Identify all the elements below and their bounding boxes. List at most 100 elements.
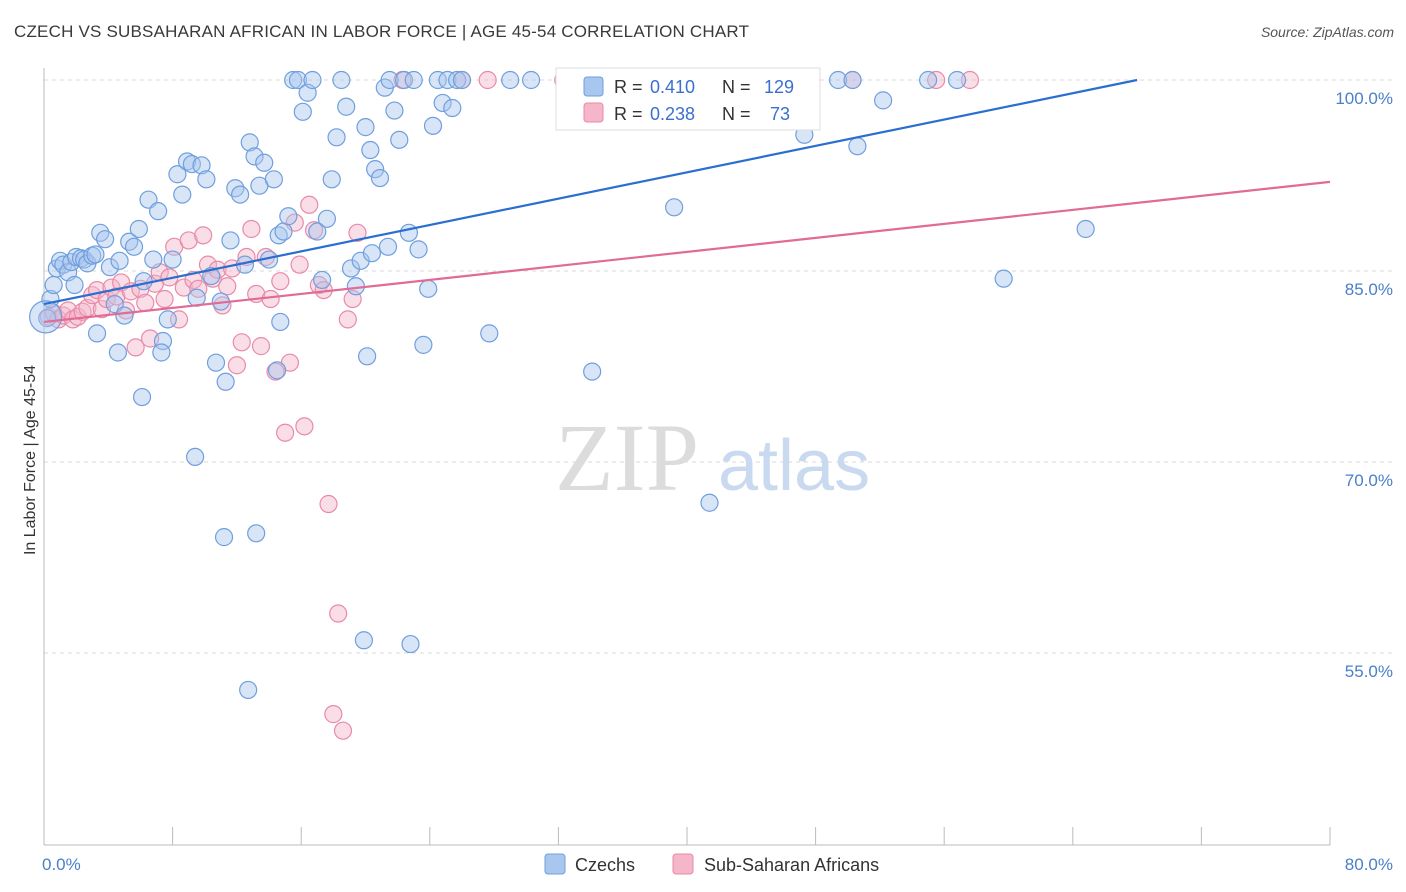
- czech-point: [362, 244, 382, 263]
- czech-point: [848, 137, 867, 156]
- czech-point: [288, 70, 308, 90]
- czech-point: [129, 219, 148, 239]
- czech-point: [994, 269, 1013, 288]
- ssa-point: [290, 255, 309, 274]
- czech-point: [337, 97, 356, 116]
- ssa-point: [319, 494, 338, 514]
- ssa-point: [276, 423, 295, 442]
- czech-point: [414, 335, 433, 354]
- ssa-point: [338, 310, 357, 329]
- czech-point: [152, 343, 171, 362]
- czech-point: [132, 387, 152, 407]
- legend-czech-n-value: 129: [764, 77, 794, 97]
- czech-point: [124, 237, 144, 256]
- watermark: ZIP atlas: [555, 404, 870, 511]
- czech-point: [399, 223, 419, 242]
- czech-point: [443, 98, 462, 118]
- czech-point: [448, 70, 467, 90]
- czech-point: [409, 240, 428, 259]
- ssa-trend-line: [43, 180, 1331, 324]
- czech-point: [110, 251, 129, 270]
- czech-point: [163, 250, 182, 269]
- legend-czech-r-label: R =: [614, 77, 643, 97]
- legend-ssa-n-label: N =: [722, 104, 751, 124]
- czech-point: [370, 168, 390, 188]
- y-axis-title: In Labor Force | Age 45-54: [22, 365, 39, 555]
- czech-point: [115, 306, 134, 325]
- czech-point: [919, 70, 938, 90]
- ssa-point: [333, 721, 353, 740]
- czech-point: [182, 154, 201, 174]
- czech-point: [423, 116, 443, 135]
- czech-point: [332, 70, 351, 90]
- czech-point: [354, 631, 373, 650]
- czech-point: [308, 222, 327, 241]
- ssa-point: [960, 70, 980, 90]
- czech-point: [378, 237, 398, 256]
- czech-point: [100, 258, 120, 277]
- czech-point: [221, 231, 240, 250]
- czech-point: [149, 202, 168, 221]
- czech-point: [177, 152, 197, 171]
- czech-point: [240, 133, 259, 152]
- ssa-point: [271, 272, 290, 291]
- czech-point: [829, 70, 848, 90]
- source-label: Source: ZipAtlas.com: [1260, 24, 1394, 40]
- czech-point: [144, 250, 163, 269]
- x-tick-label-max: 80.0%: [1345, 855, 1393, 874]
- czech-point: [168, 165, 187, 184]
- czech-point: [86, 245, 105, 264]
- ssa-point: [184, 270, 203, 290]
- czech-point: [390, 130, 409, 149]
- czech-point: [303, 70, 322, 90]
- chart-title: CZECH VS SUBSAHARAN AFRICAN IN LABOR FOR…: [14, 22, 750, 41]
- y-tick-label: 55.0%: [1345, 662, 1393, 681]
- czech-point: [134, 272, 153, 291]
- czech-point: [255, 153, 274, 172]
- series-legend: Czechs Sub-Saharan Africans: [544, 853, 879, 875]
- ssa-point: [261, 289, 280, 309]
- czech-point: [1076, 219, 1095, 239]
- ssa-point: [174, 278, 193, 297]
- bottom-legend-ssa-label: Sub-Saharan Africans: [704, 855, 879, 875]
- ssa-point: [218, 277, 237, 296]
- ssa-point: [227, 356, 246, 375]
- czech-point: [521, 70, 541, 90]
- ssa-point: [251, 337, 271, 356]
- czech-point: [245, 147, 264, 166]
- bottom-legend-czech-swatch: [544, 853, 566, 875]
- czech-point: [29, 300, 63, 334]
- x-tick-label-min: 0.0%: [42, 855, 81, 874]
- czech-point: [247, 524, 266, 543]
- czech-point: [87, 324, 107, 343]
- czech-point: [38, 309, 57, 328]
- czech-point: [192, 156, 211, 175]
- czech-point: [264, 170, 283, 189]
- legend-ssa-r-value: 0.238: [650, 104, 695, 124]
- trend-lines: [43, 78, 1331, 324]
- ssa-point: [295, 417, 314, 436]
- legend-ssa-swatch: [583, 102, 604, 123]
- czech-point: [404, 70, 423, 90]
- ssa-point: [155, 289, 174, 309]
- czech-point: [358, 347, 377, 366]
- legend-ssa-r-label: R =: [614, 104, 643, 124]
- czech-point: [95, 230, 115, 249]
- czech-point: [452, 70, 472, 90]
- czech-point: [322, 170, 341, 189]
- bottom-legend-czech-label: Czechs: [575, 855, 635, 875]
- ssa-point: [348, 223, 367, 242]
- czech-point: [874, 91, 893, 110]
- y-tick-label: 70.0%: [1345, 471, 1393, 490]
- czech-point: [284, 70, 303, 90]
- czech-point: [173, 185, 192, 204]
- legend-ssa-n-value: 73: [770, 104, 790, 124]
- czech-point: [239, 680, 258, 700]
- czech-point: [843, 70, 862, 90]
- czech-point: [361, 140, 380, 160]
- ssa-point: [478, 70, 497, 90]
- legend-czech-swatch: [583, 76, 604, 97]
- y-tick-labels: 55.0% 70.0% 85.0% 100.0%: [1335, 89, 1393, 681]
- czech-point: [231, 185, 250, 204]
